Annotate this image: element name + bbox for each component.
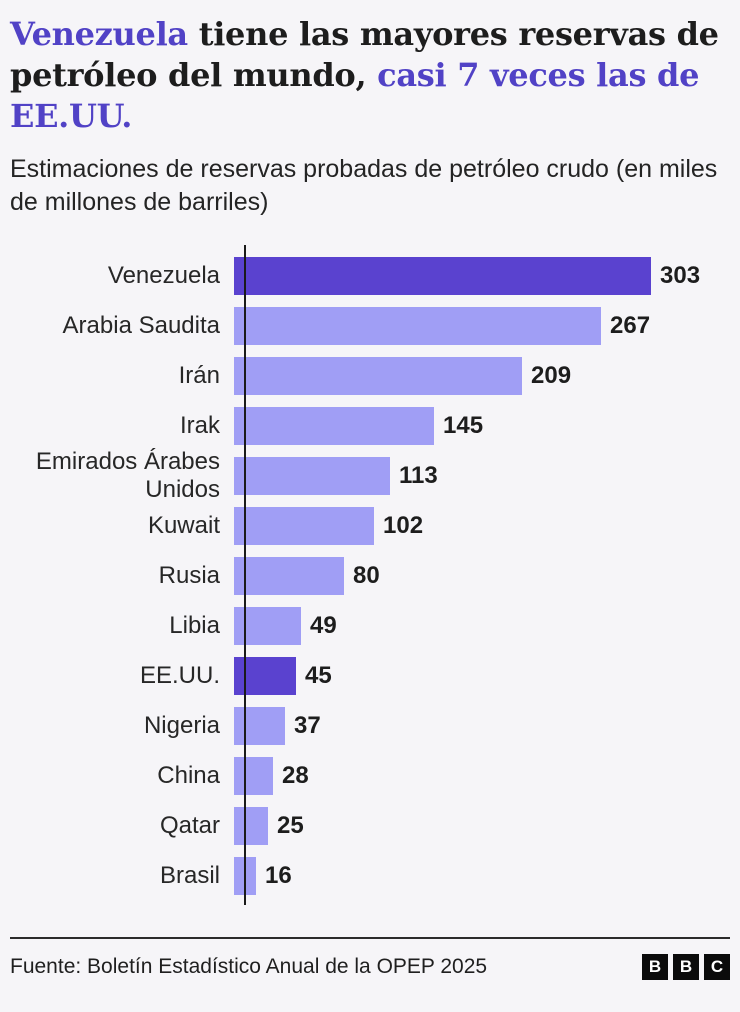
- bar-track: 102: [232, 506, 730, 545]
- value-label: 37: [294, 711, 321, 739]
- category-label: Kuwait: [147, 511, 220, 539]
- value-label: 45: [305, 661, 332, 689]
- category-label: Irak: [179, 411, 220, 439]
- bbc-logo: B B C: [642, 953, 730, 980]
- chart-row: Brasil 16: [10, 851, 730, 901]
- header: Venezuela tiene las mayores reservas de …: [10, 14, 730, 219]
- chart-row: China 28: [10, 751, 730, 801]
- chart-row: Arabia Saudita 267: [10, 301, 730, 351]
- value-label: 28: [282, 761, 309, 789]
- bar: [234, 706, 285, 745]
- category-label: Emirados Árabes Unidos: [35, 447, 220, 503]
- bar: [234, 406, 434, 445]
- bar-track: 145: [232, 406, 730, 445]
- category-label: EE.UU.: [139, 661, 220, 689]
- chart-row: Rusia 80: [10, 551, 730, 601]
- category-label: Arabia Saudita: [62, 311, 220, 339]
- bar-track: 49: [232, 606, 730, 645]
- value-label: 80: [353, 561, 380, 589]
- category-label: Qatar: [159, 811, 220, 839]
- bar: [234, 256, 651, 295]
- bbc-logo-letter: B: [673, 953, 699, 980]
- footer-bar: Fuente: Boletín Estadístico Anual de la …: [10, 953, 730, 980]
- value-label: 209: [531, 361, 572, 389]
- chart-row: Nigeria 37: [10, 701, 730, 751]
- title-main: tiene las mayores reservas de petróleo d…: [10, 15, 719, 94]
- y-axis-line: [244, 244, 246, 905]
- bar-track: 25: [232, 806, 730, 845]
- bar: [234, 356, 522, 395]
- category-label: Venezuela: [107, 261, 220, 289]
- category-label: Rusia: [158, 561, 220, 589]
- bar-track: 303: [232, 256, 730, 295]
- bar-track: 28: [232, 756, 730, 795]
- chart-row: Emirados Árabes Unidos 113: [10, 448, 730, 503]
- value-label: 145: [443, 411, 484, 439]
- footer-divider: [10, 936, 730, 939]
- category-label: Irán: [178, 361, 220, 389]
- value-label: 102: [383, 511, 424, 539]
- category-label: Nigeria: [143, 711, 220, 739]
- chart-subtitle: Estimaciones de reservas probadas de pet…: [10, 154, 718, 216]
- value-label: 16: [265, 861, 292, 889]
- title-accent-1: Venezuela: [10, 15, 199, 53]
- bar-track: 209: [232, 356, 730, 395]
- title-accent-2: casi 7 veces las de EE.UU.: [10, 55, 700, 135]
- bar-track: 113: [232, 456, 730, 495]
- chart-row: Irán 209: [10, 351, 730, 401]
- bar: [234, 556, 344, 595]
- bbc-logo-letter: C: [704, 953, 730, 980]
- chart-rows: Venezuela 303 Arabia Saudita 267 Irán 20…: [10, 251, 730, 901]
- source-credit: Fuente: Boletín Estadístico Anual de la …: [10, 954, 488, 978]
- bar-track: 45: [232, 656, 730, 695]
- value-label: 113: [399, 461, 438, 489]
- bar-track: 267: [232, 306, 730, 345]
- value-label: 303: [660, 261, 701, 289]
- bbc-logo-letter: B: [642, 953, 668, 980]
- bar-track: 16: [232, 856, 730, 895]
- chart-row: Libia 49: [10, 601, 730, 651]
- chart-row: Venezuela 303: [10, 251, 730, 301]
- page-title: Venezuela tiene las mayores reservas de …: [10, 14, 726, 137]
- chart-row: Kuwait 102: [10, 501, 730, 551]
- category-label: Libia: [169, 611, 220, 639]
- chart-row: Irak 145: [10, 401, 730, 451]
- bar-track: 37: [232, 706, 730, 745]
- bar-track: 80: [232, 556, 730, 595]
- category-label: China: [157, 761, 220, 789]
- chart-row: EE.UU. 45: [10, 651, 730, 701]
- bar: [234, 756, 273, 795]
- category-label: Brasil: [159, 861, 220, 889]
- value-label: 25: [277, 811, 304, 839]
- bar: [234, 306, 601, 345]
- footer: Fuente: Boletín Estadístico Anual de la …: [10, 936, 730, 980]
- chart-row: Qatar 25: [10, 801, 730, 851]
- value-label: 49: [310, 611, 337, 639]
- bar: [234, 456, 390, 495]
- bar: [234, 806, 268, 845]
- bar-chart: Venezuela 303 Arabia Saudita 267 Irán 20…: [10, 244, 730, 905]
- bar: [234, 506, 374, 545]
- value-label: 267: [610, 311, 651, 339]
